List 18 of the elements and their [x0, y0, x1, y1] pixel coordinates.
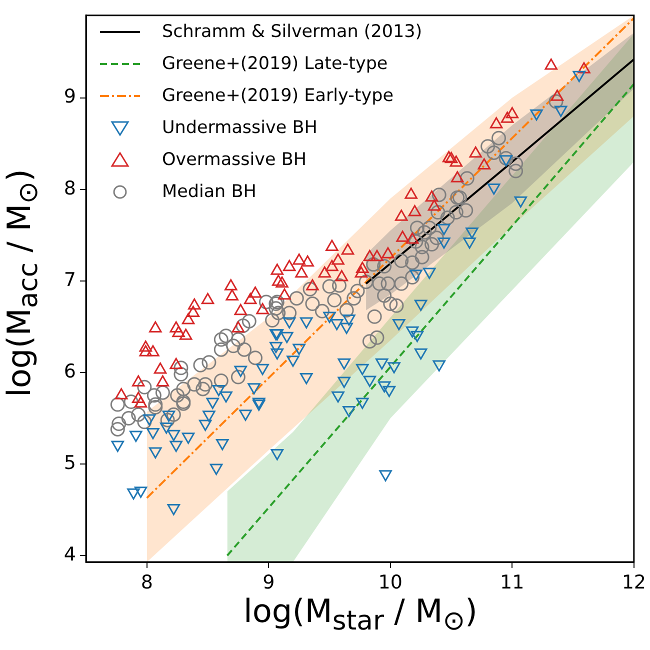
- y-tick-label: 4: [64, 544, 76, 566]
- y-tick-label: 7: [64, 268, 76, 291]
- x-tick-label: 10: [378, 571, 402, 594]
- legend-label: Schramm & Silverman (2013): [162, 21, 422, 44]
- y-tick-label: 6: [64, 360, 76, 382]
- legend-label: Median BH: [162, 181, 256, 204]
- y-tick-label: 5: [64, 452, 76, 474]
- legend-label: Overmassive BH: [162, 149, 307, 172]
- x-axis-title: log(M$_{star}$ / M$_{⊙}$): [242, 592, 479, 636]
- legend-label: Greene+(2019) Late-type: [162, 53, 388, 76]
- x-tick-label: 11: [500, 571, 524, 594]
- legend-label: Greene+(2019) Early-type: [162, 85, 394, 108]
- x-tick-label: 9: [262, 571, 275, 594]
- x-tick-label: 8: [140, 571, 153, 594]
- x-tick-label: 12: [622, 571, 646, 594]
- y-tick-label: 9: [64, 86, 76, 108]
- y-tick-label: 8: [64, 177, 76, 200]
- legend-label: Undermassive BH: [162, 117, 318, 140]
